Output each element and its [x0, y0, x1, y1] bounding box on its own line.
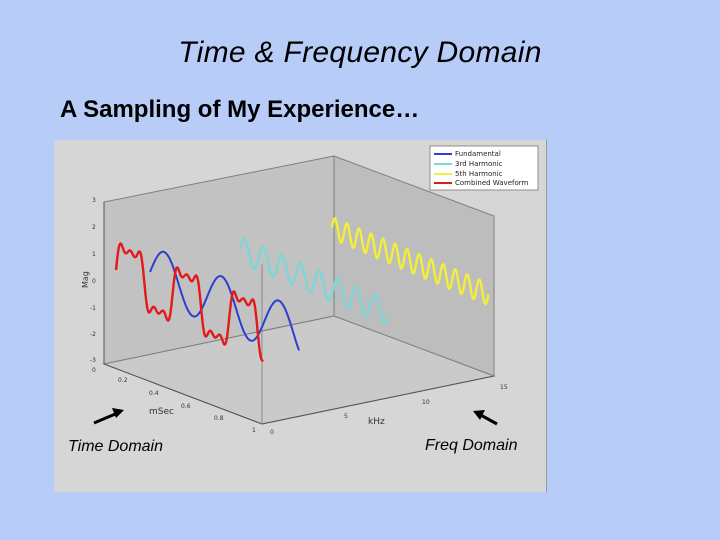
z-tick-label: -1 [90, 305, 96, 312]
freq-domain-label: Freq Domain [425, 437, 518, 454]
y-tick-label: 15 [500, 384, 508, 391]
z-axis-label: Mag [81, 271, 90, 288]
x-tick-label: 0.2 [118, 377, 128, 384]
combined-wave [114, 242, 264, 362]
x-tick-label: 0.8 [214, 415, 224, 422]
x-axis-line [103, 363, 263, 425]
slide-title: Time & Frequency Domain [178, 36, 542, 69]
y-tick-label: 10 [422, 399, 430, 406]
legend-entry: 3rd Harmonic [455, 160, 503, 168]
y-axis-label: kHz [368, 417, 385, 427]
z-tick-label: 2 [92, 224, 96, 231]
plot-3d: 3 2 1 0 -1 -2 -3 Mag 0 0.2 0.4 0.6 0.8 1… [81, 145, 539, 436]
x-tick-label: 1 [252, 427, 256, 434]
z-tick-label: -3 [90, 357, 96, 364]
y-axis-line [261, 375, 495, 425]
x-axis-label: mSec [149, 407, 174, 417]
z-tick-label: 3 [92, 197, 96, 204]
y-tick-label: 5 [344, 413, 348, 420]
x-tick-label: 0 [92, 367, 96, 374]
z-tick-label: -2 [90, 331, 96, 338]
freq-domain-arrow [473, 410, 498, 426]
legend-entry: Combined Waveform [455, 179, 529, 187]
x-tick-label: 0.4 [149, 390, 159, 397]
z-tick-label: 0 [92, 278, 96, 285]
time-domain-arrow [93, 408, 124, 425]
slide-subtitle: A Sampling of My Experience… [60, 96, 420, 123]
domain-figure: 3 2 1 0 -1 -2 -3 Mag 0 0.2 0.4 0.6 0.8 1… [54, 140, 547, 492]
legend-entry: 5th Harmonic [455, 170, 503, 178]
z-tick-label: 1 [92, 251, 96, 258]
legend: Fundamental 3rd Harmonic 5th Harmonic Co… [429, 145, 539, 191]
third-harmonic-wave [238, 237, 391, 326]
legend-entry: Fundamental [455, 150, 501, 158]
x-tick-label: 0.6 [181, 403, 191, 410]
y-tick-label: 0 [270, 429, 274, 436]
time-domain-label: Time Domain [68, 438, 163, 455]
fifth-harmonic-wave [330, 216, 490, 306]
